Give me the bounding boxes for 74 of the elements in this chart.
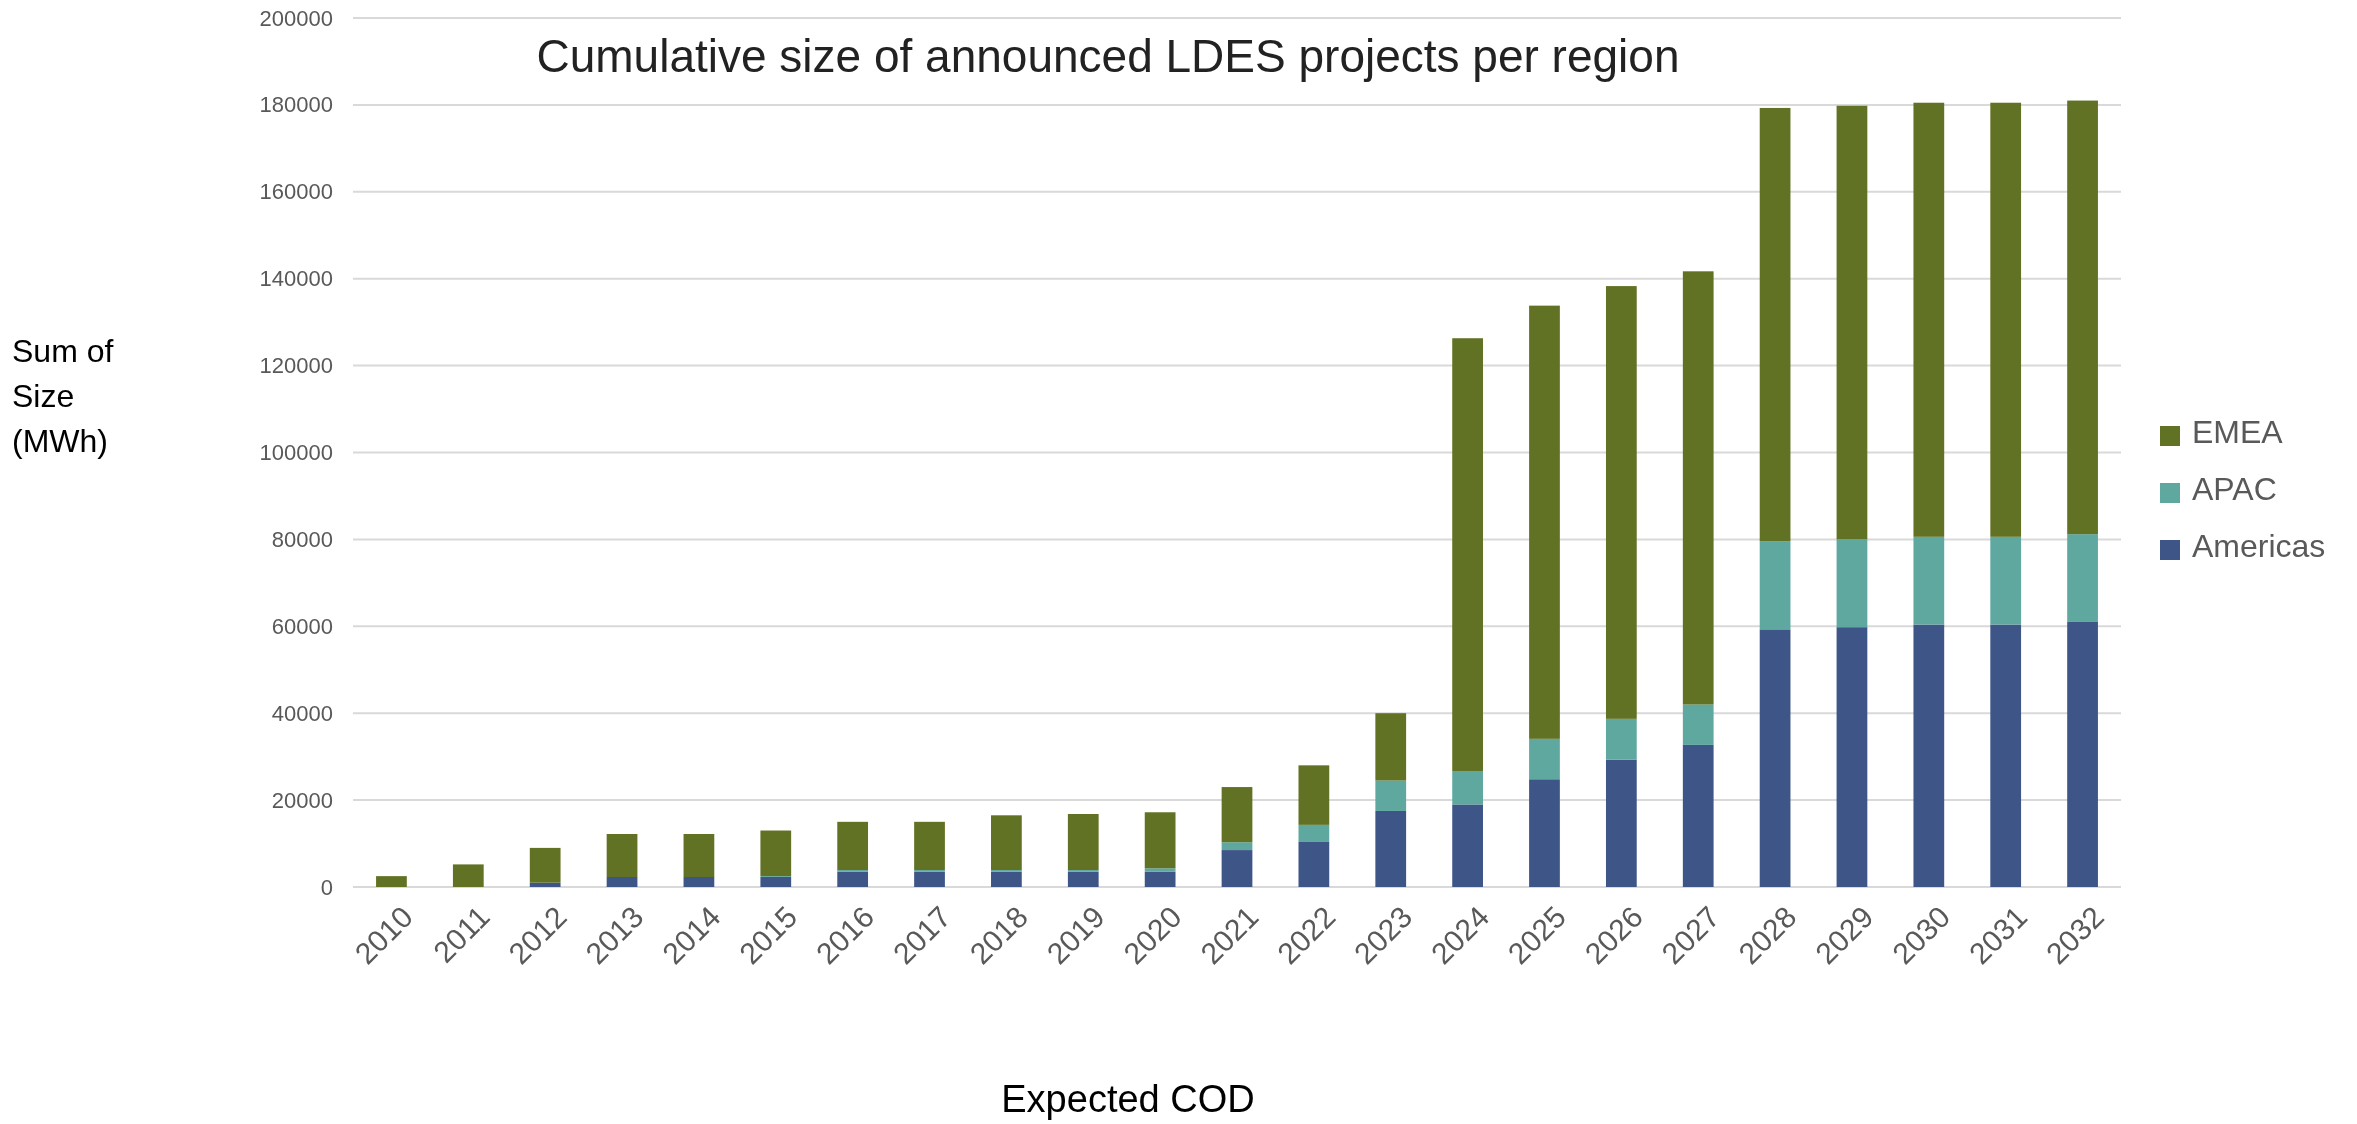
bar	[1221, 787, 1253, 843]
bar	[1375, 810, 1407, 887]
y-tick-label: 80000	[271, 526, 333, 552]
bar	[1913, 536, 1945, 625]
bar	[991, 871, 1022, 887]
bar	[1375, 780, 1407, 811]
y-tick-label: 100000	[259, 440, 333, 466]
bar	[376, 876, 407, 887]
bar	[1529, 738, 1560, 780]
bar	[1990, 102, 2022, 537]
bar	[452, 864, 484, 887]
x-axis-title: Expected COD	[1001, 1078, 1255, 1120]
bar	[1221, 850, 1253, 887]
bar	[1913, 624, 1945, 887]
bar	[1682, 744, 1714, 887]
bar	[1375, 713, 1407, 781]
y-tick-label: 60000	[271, 613, 333, 639]
y-tick-label: 180000	[259, 92, 333, 118]
bar	[1836, 105, 1868, 540]
bar	[529, 882, 561, 887]
bar	[1144, 812, 1176, 869]
bar	[837, 821, 869, 871]
bar	[1298, 824, 1330, 842]
legend-label: Americas	[2192, 528, 2326, 564]
y-tick-label: 160000	[259, 179, 333, 205]
bar	[1990, 624, 2022, 887]
bar	[760, 877, 792, 887]
legend-label: APAC	[2192, 471, 2277, 507]
bar	[1298, 841, 1330, 887]
bar	[1529, 305, 1560, 739]
chart-title: Cumulative size of announced LDES projects per region	[536, 30, 1680, 82]
bar	[1759, 541, 1791, 630]
bar	[1605, 759, 1637, 887]
bar	[606, 877, 638, 887]
y-tick-label: 20000	[271, 787, 333, 813]
bar	[1682, 271, 1714, 705]
bar	[1298, 765, 1330, 825]
bar	[1221, 842, 1253, 851]
y-axis-title: Sum of Size (MWh)	[12, 333, 114, 459]
bar	[1144, 871, 1176, 887]
bar	[837, 871, 869, 887]
bar	[1759, 629, 1791, 887]
bar	[529, 847, 561, 883]
bar	[683, 833, 715, 878]
bar	[2067, 100, 2098, 535]
bar	[1144, 868, 1176, 872]
bar	[1836, 627, 1868, 887]
bar	[1913, 102, 1945, 537]
bar	[1759, 107, 1791, 542]
bar	[1605, 286, 1637, 719]
bar	[606, 833, 638, 878]
bar	[1067, 814, 1099, 871]
bar	[1452, 804, 1483, 887]
bar	[683, 877, 715, 887]
bar	[1990, 536, 2022, 625]
bar	[1682, 704, 1714, 745]
bar	[1452, 338, 1483, 771]
bar	[991, 815, 1022, 871]
bar	[914, 871, 945, 887]
bar	[1529, 779, 1560, 887]
bar	[1605, 718, 1637, 760]
y-tick-label: 0	[320, 874, 333, 900]
y-tick-label: 120000	[259, 353, 333, 379]
y-tick-label: 40000	[271, 700, 333, 726]
bar	[1067, 871, 1099, 887]
bar	[1452, 770, 1483, 805]
y-tick-label: 200000	[259, 5, 333, 31]
bar	[1836, 539, 1868, 628]
bar	[760, 830, 792, 877]
bar	[2067, 534, 2098, 622]
bar	[2067, 621, 2098, 887]
y-tick-label: 140000	[259, 266, 333, 292]
legend-label: EMEA	[2192, 414, 2284, 450]
bar	[914, 821, 945, 871]
